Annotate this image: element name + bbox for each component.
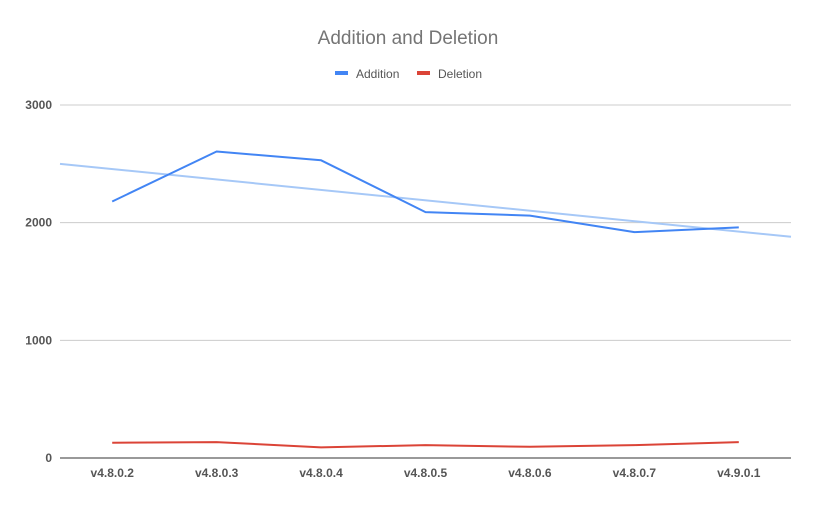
data-point-deletion: [111, 442, 113, 444]
data-point-addition: [529, 215, 531, 217]
series-lines: [111, 150, 740, 449]
series-line-deletion: [112, 441, 739, 449]
data-point-deletion: [738, 441, 740, 443]
data-point-deletion: [216, 441, 218, 443]
chart-title: Addition and Deletion: [318, 28, 499, 49]
y-tick-label: 0: [45, 451, 52, 465]
x-tick-label: v4.8.0.3: [195, 466, 239, 480]
data-point-addition: [320, 159, 322, 161]
series-line-addition: [111, 150, 739, 234]
data-point-addition: [216, 150, 218, 152]
data-point-addition: [425, 211, 427, 213]
data-point-deletion: [633, 444, 635, 446]
x-tick-label: v4.8.0.2: [91, 466, 135, 480]
x-tick-label: v4.8.0.6: [508, 466, 552, 480]
legend: Addition Deletion: [335, 67, 482, 81]
data-point-deletion: [425, 444, 427, 446]
trendline-addition: [59, 162, 792, 238]
y-axis-ticks: 0 1000 2000 3000: [25, 98, 52, 465]
x-tick-label: v4.8.0.4: [299, 466, 343, 480]
x-tick-label: v4.8.0.7: [613, 466, 657, 480]
y-tick-label: 2000: [25, 216, 52, 230]
data-point-addition: [738, 226, 740, 228]
legend-swatch-deletion: [417, 71, 430, 75]
x-axis-ticks: v4.8.0.2 v4.8.0.3 v4.8.0.4 v4.8.0.5 v4.8.0.6…: [91, 466, 761, 480]
x-tick-label: v4.8.0.5: [404, 466, 448, 480]
data-point-addition: [111, 200, 113, 202]
x-tick-label: v4.9.0.1: [717, 466, 761, 480]
gridlines: [60, 104, 791, 341]
data-point-deletion: [320, 446, 322, 448]
y-tick-label: 3000: [25, 98, 52, 112]
legend-label-addition: Addition: [356, 67, 399, 81]
legend-label-deletion: Deletion: [438, 67, 482, 81]
legend-swatch-addition: [335, 71, 348, 75]
data-point-addition: [633, 231, 635, 233]
y-tick-label: 1000: [25, 333, 52, 347]
trendline: [59, 162, 792, 238]
data-point-deletion: [529, 446, 531, 448]
